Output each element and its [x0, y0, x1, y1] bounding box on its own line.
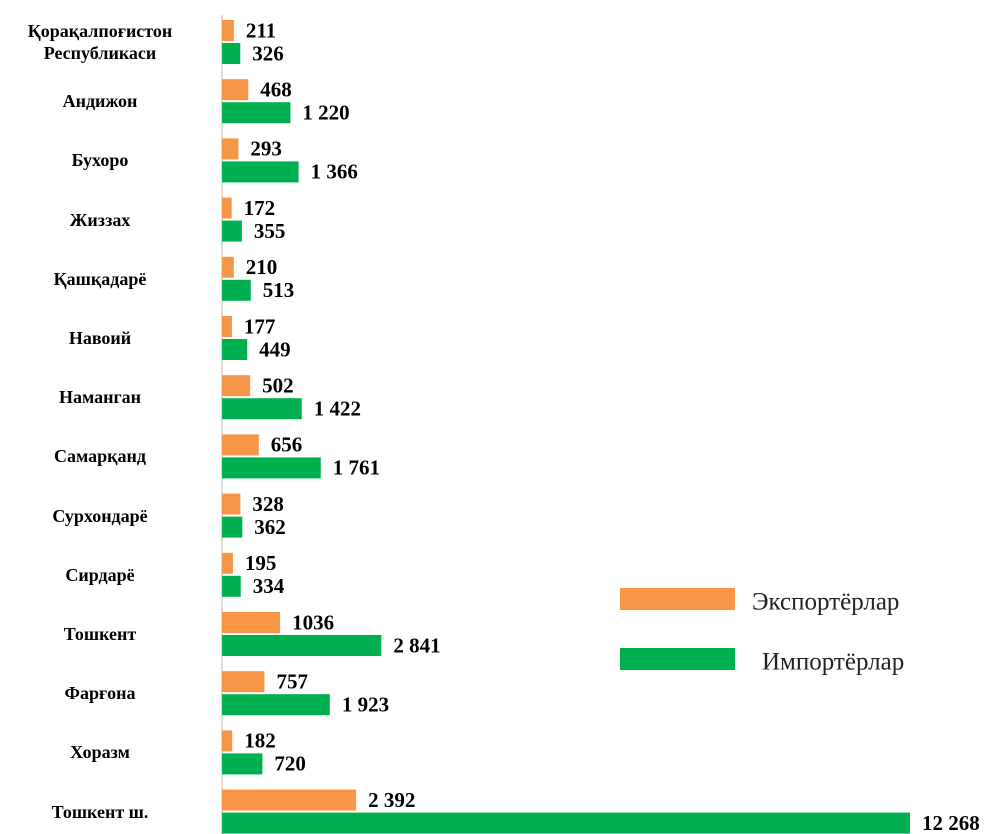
bar [222, 43, 241, 64]
value-label: 362 [254, 515, 286, 539]
value-label: 1 923 [342, 693, 389, 717]
category-label: Қашқадарё [53, 268, 147, 289]
value-label: 293 [250, 137, 282, 161]
category-label: Наманган [58, 387, 142, 408]
value-label: 2 841 [393, 633, 440, 657]
bar [222, 20, 234, 41]
value-label: 1 422 [314, 397, 361, 421]
bar [222, 161, 299, 183]
bar [222, 753, 263, 775]
value-label: 172 [244, 196, 276, 220]
bar [222, 434, 259, 456]
bar [222, 457, 321, 479]
category-label: Сирдарё [65, 564, 135, 585]
value-label: 720 [274, 752, 306, 776]
bar [222, 339, 248, 360]
bar [222, 398, 302, 420]
value-label: 326 [252, 41, 283, 65]
legend-label: Импортёрлар [762, 649, 904, 676]
bar [222, 220, 242, 242]
bar [222, 575, 241, 597]
category-label: Хоразм [70, 742, 130, 763]
bar [222, 730, 233, 752]
category-label: Фарғона [64, 683, 136, 704]
value-label: 211 [246, 18, 276, 42]
value-label: 355 [254, 219, 285, 243]
category-label: Тошкент ш. [51, 801, 149, 822]
bar [222, 812, 910, 834]
bar [222, 516, 243, 538]
bar [222, 375, 251, 397]
value-label: 12 268 [922, 811, 980, 834]
value-label: 2 392 [368, 788, 415, 812]
bar [222, 789, 357, 811]
bar [222, 316, 232, 337]
value-label: 182 [244, 729, 276, 753]
category-label: Қорақалпоғистон Республикаси [27, 21, 173, 63]
bar [222, 79, 249, 101]
legend-swatch [620, 588, 735, 610]
value-label: 1 220 [302, 101, 349, 125]
legend-swatch [620, 648, 735, 670]
bar [222, 635, 382, 656]
value-label: 334 [253, 574, 285, 598]
category-label: Самарқанд [54, 446, 146, 467]
value-label: 177 [244, 314, 276, 338]
value-label: 449 [259, 337, 291, 361]
bar [222, 197, 232, 219]
value-label: 1 366 [311, 160, 358, 184]
category-label: Навоий [68, 328, 132, 348]
bar [222, 279, 251, 301]
value-label: 1 761 [333, 456, 380, 480]
value-label: 328 [252, 492, 284, 516]
value-label: 210 [246, 255, 278, 279]
bar [222, 552, 233, 574]
category-label: Жиззах [69, 209, 131, 230]
value-label: 656 [271, 433, 303, 457]
value-label: 513 [263, 278, 295, 302]
bar [222, 694, 330, 716]
bar [222, 138, 239, 160]
category-label: Бухоро [71, 150, 129, 171]
value-label: 502 [262, 374, 294, 398]
legend-label: Экспортёрлар [752, 589, 899, 616]
category-label: Сурхондарё [52, 505, 148, 526]
bar [222, 671, 265, 693]
bar [222, 493, 241, 515]
bar [222, 102, 291, 124]
value-label: 1036 [292, 610, 334, 634]
value-label: 468 [260, 78, 292, 102]
category-label: Андижон [62, 91, 138, 112]
bar [222, 612, 281, 633]
bar [222, 256, 234, 278]
value-label: 195 [245, 551, 277, 575]
value-label: 757 [276, 670, 308, 694]
category-label: Тошкент [63, 624, 137, 644]
